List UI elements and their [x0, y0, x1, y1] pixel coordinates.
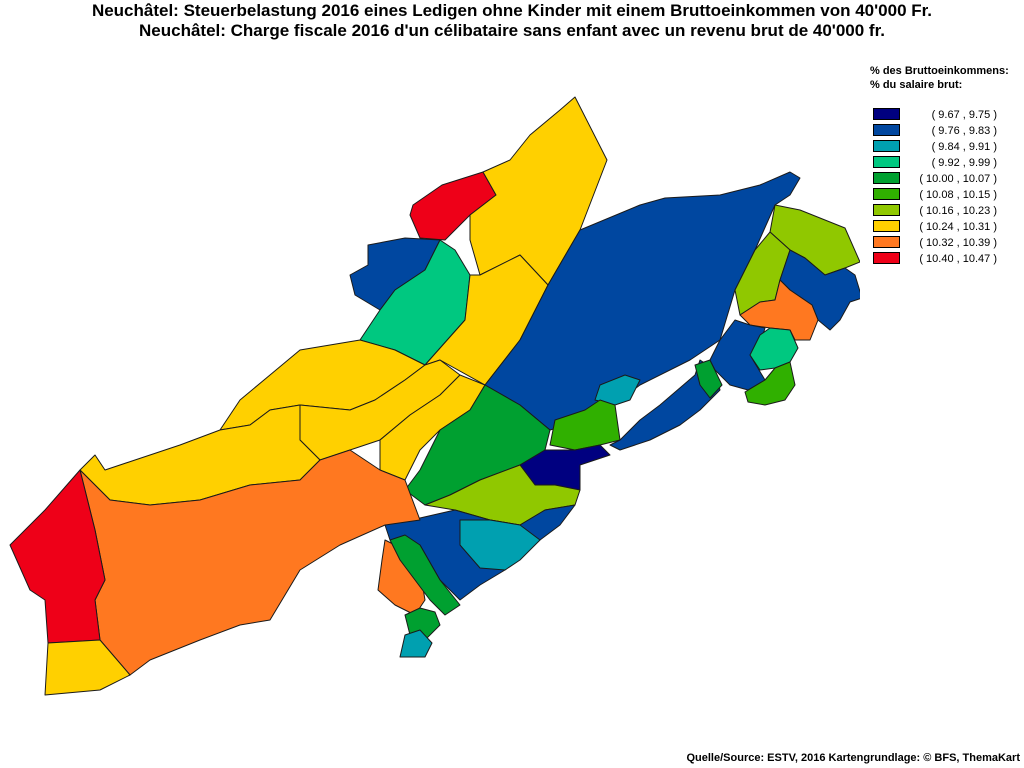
legend-range-label: ( 10.08 , 10.15 ) [919, 189, 997, 201]
legend-item: ( 10.08 , 10.15 ) [873, 187, 1013, 203]
legend-swatch [873, 252, 900, 264]
legend-item: ( 9.92 , 9.99 ) [873, 155, 1013, 171]
region-teal-south-tip [399, 629, 433, 658]
legend-swatch [873, 220, 900, 232]
map-title-french: Neuchâtel: Charge fiscale 2016 d'un céli… [139, 21, 885, 40]
legend-range-label: ( 9.67 , 9.75 ) [931, 109, 997, 121]
region-green-south-strip [389, 534, 461, 616]
legend-swatch [873, 172, 900, 184]
legend-item: ( 10.00 , 10.07 ) [873, 171, 1013, 187]
source-credit: Quelle/Source: ESTV, 2016 Kartengrundlag… [686, 752, 1020, 764]
legend-swatch [873, 236, 900, 248]
legend-item: ( 10.32 , 10.39 ) [873, 235, 1013, 251]
region-teal-south [459, 519, 541, 571]
legend-swatch [873, 204, 900, 216]
legend-item: ( 10.24 , 10.31 ) [873, 219, 1013, 235]
legend-range-label: ( 9.84 , 9.91 ) [931, 141, 997, 153]
legend-range-label: ( 10.24 , 10.31 ) [919, 221, 997, 233]
legend-range-label: ( 10.16 , 10.23 ) [919, 205, 997, 217]
legend-swatch [873, 156, 900, 168]
legend-item: ( 10.16 , 10.23 ) [873, 203, 1013, 219]
legend-item: ( 9.76 , 9.83 ) [873, 123, 1013, 139]
region-yellow-southwest [44, 639, 131, 696]
region-red-southwest [9, 469, 106, 644]
legend-item: ( 9.67 , 9.75 ) [873, 107, 1013, 123]
canton-map [9, 96, 860, 696]
legend-item: ( 10.40 , 10.47 ) [873, 251, 1013, 267]
map-title-german: Neuchâtel: Steuerbelastung 2016 eines Le… [91, 1, 933, 20]
legend-swatch [873, 188, 900, 200]
region-teal-small [594, 374, 641, 406]
legend-range-label: ( 10.40 , 10.47 ) [919, 253, 997, 265]
legend-swatch [873, 124, 900, 136]
region-lime-green-east [744, 361, 796, 406]
legend-range-label: ( 10.32 , 10.39 ) [919, 237, 997, 249]
legend-range-label: ( 10.00 , 10.07 ) [919, 173, 997, 185]
legend-range-label: ( 9.76 , 9.83 ) [931, 125, 997, 137]
legend-range-label: ( 9.92 , 9.99 ) [931, 157, 997, 169]
map-legend: ( 9.67 , 9.75 ) ( 9.76 , 9.83 ) ( 9.84 ,… [873, 107, 1013, 267]
region-green-east-small [694, 359, 723, 399]
legend-item: ( 9.84 , 9.91 ) [873, 139, 1013, 155]
legend-swatch [873, 108, 900, 120]
legend-swatch [873, 140, 900, 152]
legend-title-german: % des Bruttoeinkommens: [870, 65, 1009, 77]
legend-title-french: % du salaire brut: [870, 79, 963, 91]
